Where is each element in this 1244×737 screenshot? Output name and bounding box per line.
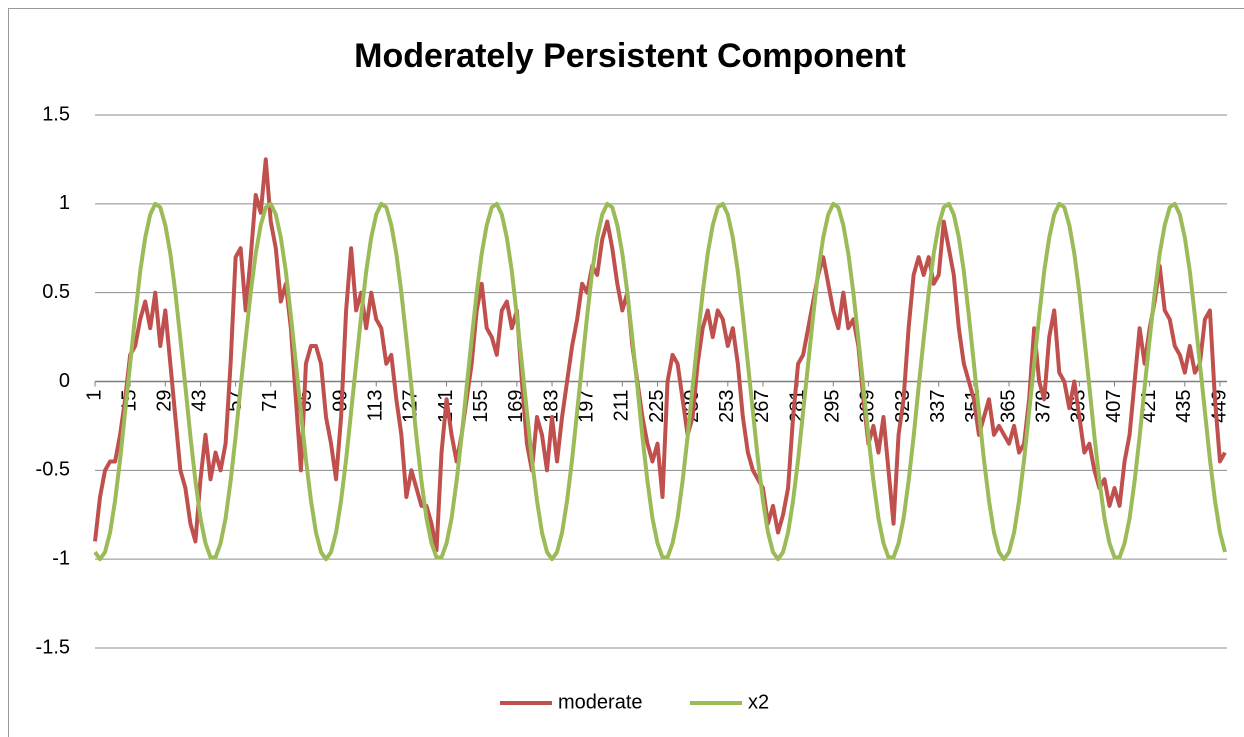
series-line bbox=[93, 201, 1227, 562]
x-tick-label: 253 bbox=[716, 390, 738, 423]
x-tick-label: 43 bbox=[189, 390, 211, 412]
y-tick-label: -1 bbox=[52, 547, 70, 569]
x-tick-label: 225 bbox=[646, 390, 668, 423]
legend-label: moderate bbox=[558, 691, 643, 713]
x-tick-label: 365 bbox=[997, 390, 1019, 423]
plot bbox=[93, 157, 1227, 562]
y-tick-label: 0.5 bbox=[42, 281, 70, 303]
x-tick-label: 337 bbox=[927, 390, 949, 423]
x-tick-label: 295 bbox=[822, 390, 844, 423]
x-tick-label: 29 bbox=[154, 390, 176, 412]
x-tick-label: 379 bbox=[1032, 390, 1054, 423]
legend-label: x2 bbox=[748, 691, 769, 713]
x-tick-label: 155 bbox=[470, 390, 492, 423]
x-tick-label: 1 bbox=[83, 390, 105, 401]
x-tick-label: 449 bbox=[1208, 390, 1230, 423]
x-tick-label: 211 bbox=[611, 390, 633, 422]
y-tick-label: 1.5 bbox=[42, 103, 70, 125]
chart-title: Moderately Persistent Component bbox=[354, 37, 906, 75]
y-tick-label: 0 bbox=[59, 370, 70, 392]
x-tick-label: 113 bbox=[365, 390, 387, 422]
x-tick-label: 407 bbox=[1103, 390, 1125, 423]
x-tick-label: 71 bbox=[259, 390, 281, 412]
y-tick-label: -0.5 bbox=[36, 459, 70, 481]
y-tick-label: 1 bbox=[59, 192, 70, 214]
x-tick-label: 197 bbox=[575, 390, 597, 423]
y-tick-label: -1.5 bbox=[36, 636, 70, 658]
x-tick-label: 435 bbox=[1173, 390, 1195, 423]
x-tick-label: 183 bbox=[540, 390, 562, 423]
x-tick-label: 267 bbox=[751, 390, 773, 423]
x-tick-label: 15 bbox=[118, 390, 140, 412]
legend: moderate x2 bbox=[500, 691, 769, 713]
